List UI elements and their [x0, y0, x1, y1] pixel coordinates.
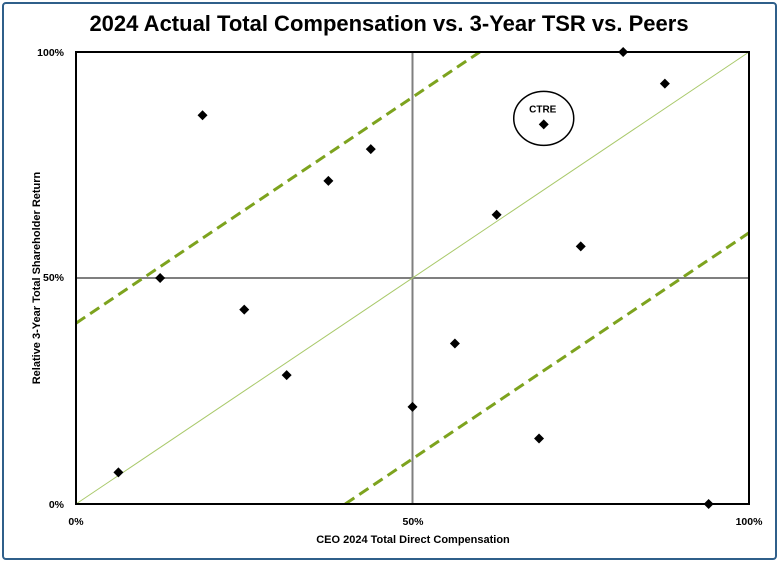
point-label: CTRE: [529, 104, 557, 115]
y-axis-label: Relative 3-Year Total Shareholder Return: [31, 171, 43, 384]
data-point: [575, 241, 586, 252]
data-point: [113, 467, 124, 478]
chart-title: 2024 Actual Total Compensation vs. 3-Yea…: [89, 11, 688, 36]
data-point: [239, 304, 250, 315]
x-tick-100: 100%: [736, 516, 764, 528]
x-tick-0: 0%: [68, 516, 84, 528]
data-point: [197, 110, 208, 121]
lower-band-line: [344, 231, 749, 504]
data-point: [365, 144, 376, 155]
plot-area: CTRE: [75, 47, 750, 509]
data-point: [449, 338, 460, 349]
x-tick-50: 50%: [402, 516, 424, 528]
callout-circle: [512, 90, 575, 147]
data-point: [618, 47, 629, 57]
upper-band-line: [76, 52, 481, 325]
data-point: [281, 370, 292, 381]
parity-diagonal-line: [75, 51, 750, 505]
data-point: [155, 273, 166, 283]
x-axis-label: CEO 2024 Total Direct Compensation: [316, 534, 510, 546]
data-point: [703, 499, 714, 509]
plot-border: [75, 51, 750, 505]
data-point: [407, 401, 418, 412]
data-point: [491, 209, 502, 220]
highlighted-point: [538, 119, 549, 130]
y-tick-100: 100%: [37, 47, 65, 59]
data-point: [323, 175, 334, 186]
data-point: [534, 433, 545, 444]
y-tick-0: 0%: [49, 499, 65, 511]
data-point: [659, 78, 670, 89]
y-tick-50: 50%: [43, 272, 65, 284]
